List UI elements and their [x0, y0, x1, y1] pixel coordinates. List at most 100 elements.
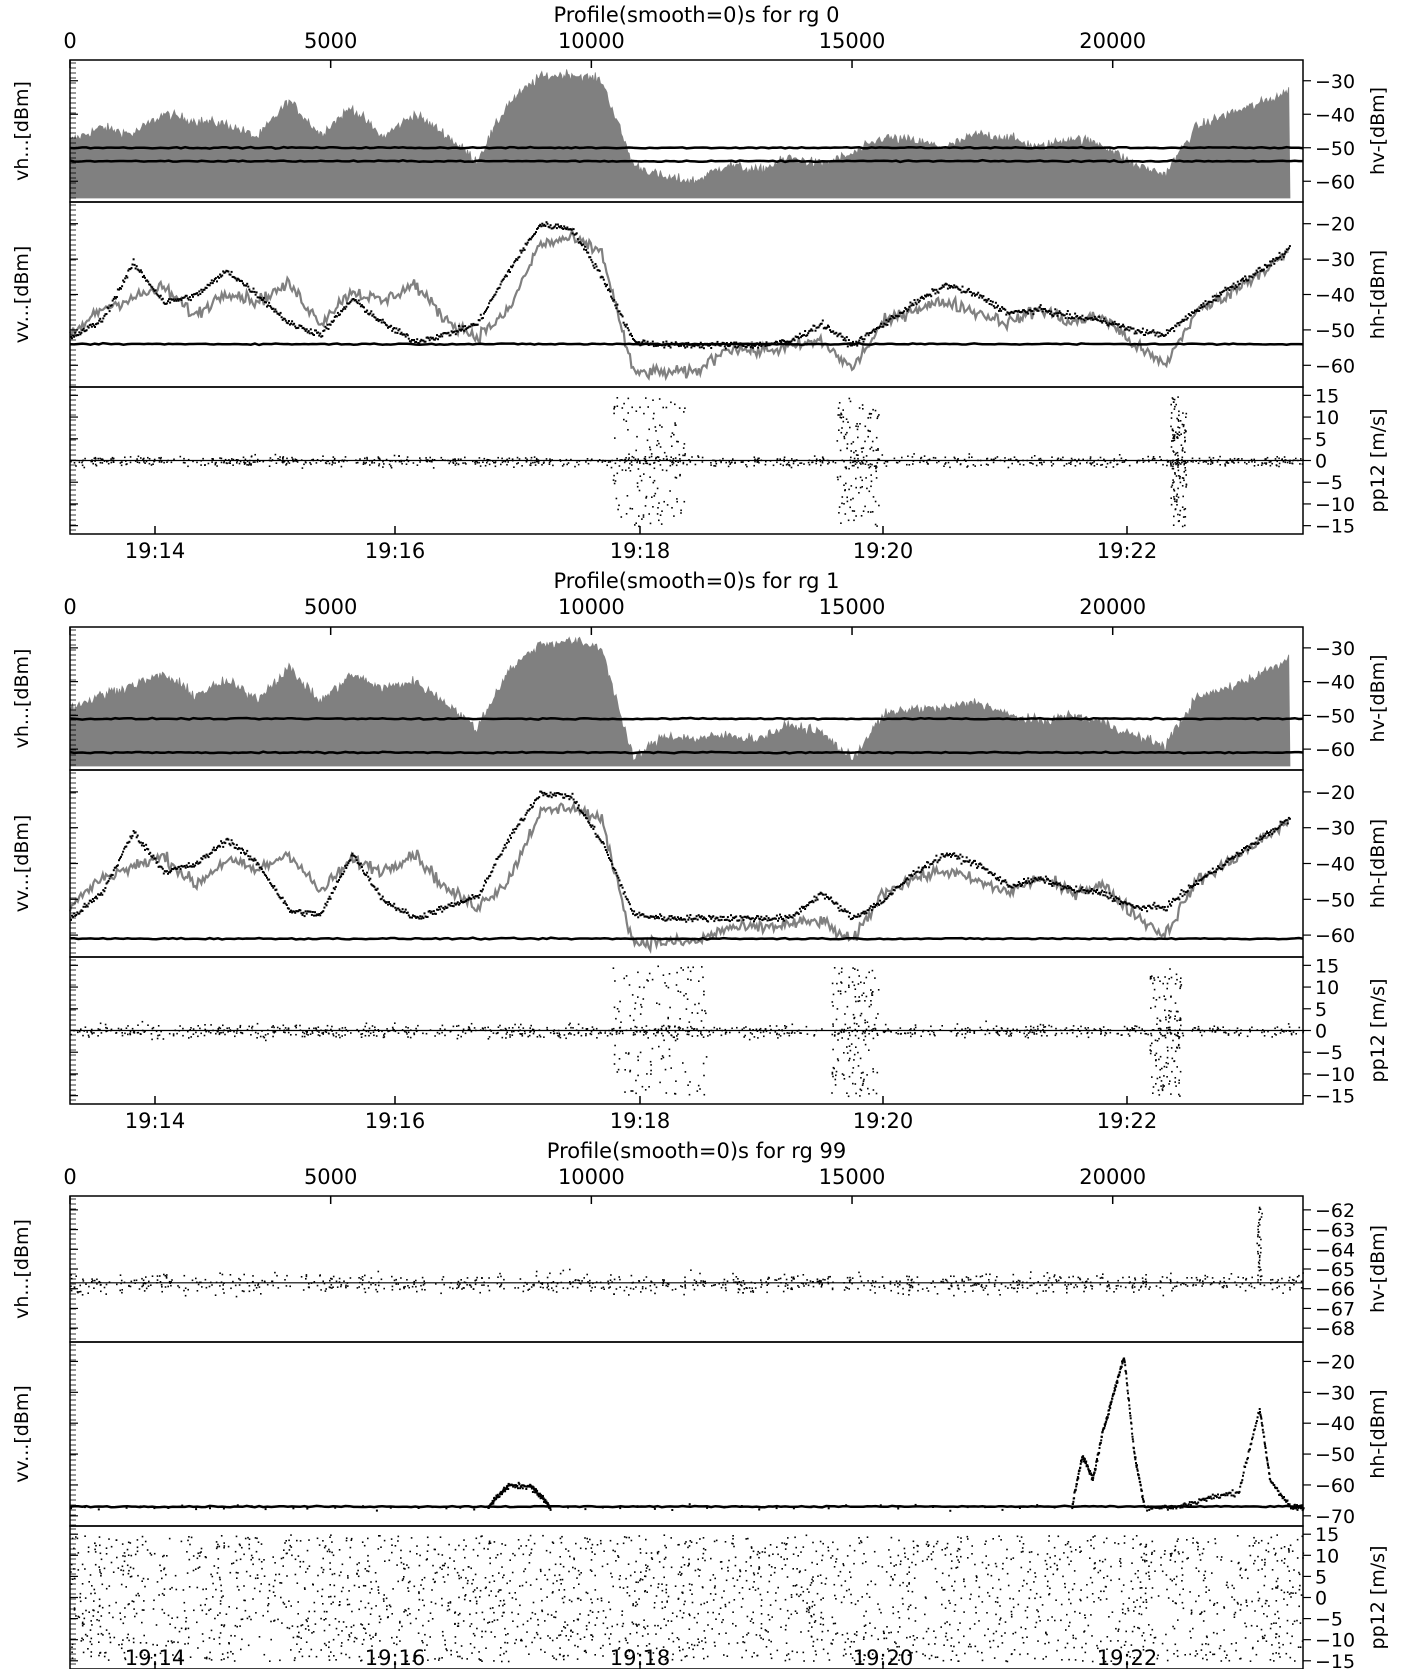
noise-dot — [1140, 1032, 1142, 1035]
noise-dot — [228, 1027, 230, 1029]
data-dot — [440, 905, 443, 908]
data-dot — [1277, 826, 1280, 829]
data-dot — [956, 286, 959, 289]
noise-dot — [81, 464, 84, 467]
noise-dot — [131, 1027, 134, 1030]
noise-dot — [857, 457, 859, 460]
data-dot — [1252, 842, 1255, 845]
burst-dot — [841, 459, 844, 462]
data-dot — [1188, 314, 1191, 317]
data-dot — [843, 908, 846, 911]
noise-dot — [744, 1034, 746, 1037]
noise-dot — [1192, 461, 1194, 463]
noise-dot — [856, 461, 858, 464]
burst-dot — [852, 497, 854, 500]
noise-dot — [707, 1035, 709, 1037]
noise-dot — [205, 1030, 207, 1033]
data-dot — [1214, 870, 1217, 873]
burst-dot — [640, 1003, 642, 1006]
noise-dot — [945, 462, 947, 464]
noise-dot — [101, 462, 104, 464]
data-dot — [943, 855, 946, 858]
noise-dot — [342, 460, 345, 463]
noise-dot — [763, 1035, 765, 1038]
data-dot — [735, 341, 738, 344]
noise-dot — [1038, 458, 1040, 460]
noise-dot — [1106, 462, 1109, 465]
noise-dot — [371, 1025, 374, 1027]
data-dot — [1257, 842, 1260, 845]
noise-dot — [507, 461, 509, 463]
data-dot — [1204, 300, 1207, 303]
noise-dot — [1232, 461, 1234, 463]
noise-dot — [713, 465, 715, 467]
noise-dot — [406, 456, 409, 458]
data-dot — [512, 828, 515, 831]
burst-dot — [653, 479, 656, 482]
noise-dot — [218, 1026, 220, 1029]
burst-dot — [638, 489, 641, 492]
noise-dot — [204, 1024, 206, 1026]
data-dot — [193, 293, 195, 296]
top-axis-tick-label: 5000 — [304, 29, 357, 53]
noise-dot — [815, 460, 818, 462]
data-dot — [77, 334, 80, 337]
data-dot — [492, 866, 495, 869]
burst-dot — [694, 1003, 696, 1006]
noise-dot — [644, 1031, 646, 1033]
data-dot — [967, 860, 970, 863]
data-dot — [395, 909, 398, 912]
noise-dot — [961, 1033, 963, 1036]
noise-dot — [488, 1036, 491, 1038]
noise-dot — [667, 1025, 670, 1027]
data-dot — [1037, 876, 1040, 879]
data-dot — [914, 301, 917, 304]
data-dot — [620, 884, 623, 886]
noise-dot — [971, 456, 973, 458]
noise-dot — [125, 463, 127, 466]
burst-dot — [675, 1080, 677, 1082]
right-axis-label: pp12 [m/s] — [1367, 409, 1389, 513]
noise-dot — [1070, 463, 1072, 465]
data-dot — [1111, 900, 1114, 903]
data-dot — [1183, 893, 1186, 896]
noise-dot — [587, 462, 590, 465]
data-dot — [1274, 259, 1277, 262]
data-dot — [1093, 889, 1096, 892]
noise-dot — [452, 458, 454, 461]
data-dot — [570, 228, 573, 231]
data-dot — [373, 885, 376, 888]
data-dot — [355, 300, 358, 303]
noise-dot — [1134, 1030, 1137, 1033]
noise-dot — [887, 1028, 889, 1030]
burst-dot — [1176, 493, 1178, 496]
data-dot — [409, 916, 412, 919]
data-dot — [597, 269, 600, 272]
noise-dot — [854, 463, 857, 465]
data-dot — [1128, 902, 1131, 905]
data-dot — [775, 341, 778, 343]
burst-dot — [1183, 508, 1186, 511]
data-dot — [108, 877, 111, 880]
data-dot — [74, 331, 77, 334]
noise-dot — [282, 457, 284, 459]
data-dot — [212, 846, 215, 849]
data-dot — [234, 277, 237, 280]
data-dot — [990, 303, 993, 306]
noise-dot — [197, 1035, 199, 1038]
noise-dot — [532, 1032, 535, 1035]
data-dot — [466, 898, 469, 901]
data-dot — [107, 880, 110, 882]
noise-dot — [288, 462, 291, 464]
noise-dot — [292, 458, 294, 461]
noise-dot — [901, 456, 903, 459]
noise-dot — [720, 461, 722, 464]
noise-dot — [105, 1026, 107, 1029]
burst-dot — [679, 474, 681, 477]
noise-dot — [790, 1032, 793, 1034]
noise-dot — [88, 1036, 90, 1038]
noise-dot — [524, 457, 527, 459]
data-dot — [339, 313, 341, 316]
burst-dot — [638, 515, 640, 517]
